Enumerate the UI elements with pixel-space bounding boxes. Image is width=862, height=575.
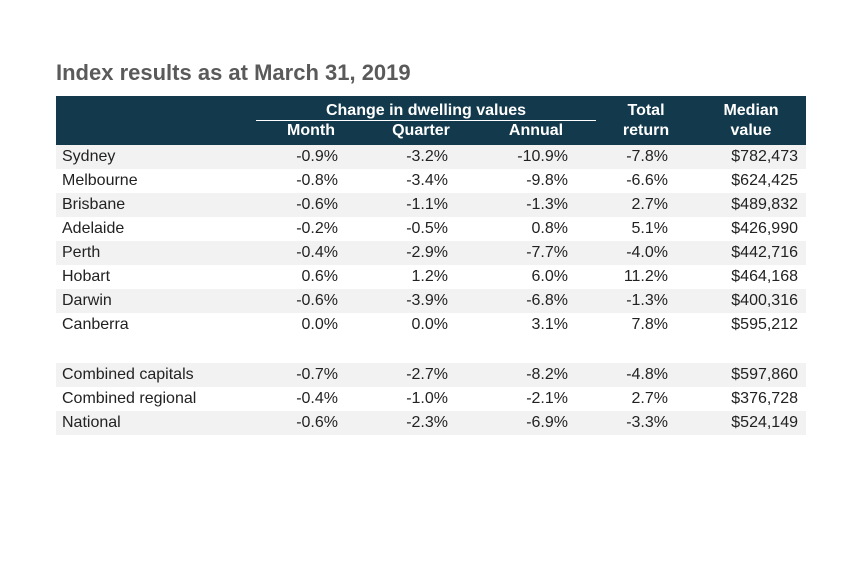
cell-label: Sydney bbox=[56, 145, 256, 169]
cell-quarter: -3.2% bbox=[366, 145, 476, 169]
cell-label: Adelaide bbox=[56, 217, 256, 241]
cell-quarter: -1.0% bbox=[366, 387, 476, 411]
cell-annual: 3.1% bbox=[476, 313, 596, 337]
cell-quarter: -3.9% bbox=[366, 289, 476, 313]
spacer-cell bbox=[56, 337, 806, 363]
cell-quarter: -1.1% bbox=[366, 193, 476, 217]
header-group-change: Change in dwelling values bbox=[256, 96, 596, 121]
cell-quarter: -2.7% bbox=[366, 363, 476, 387]
header-annual: Annual bbox=[476, 121, 596, 146]
cell-quarter: 0.0% bbox=[366, 313, 476, 337]
cell-total-return: -3.3% bbox=[596, 411, 696, 435]
cell-annual: -2.1% bbox=[476, 387, 596, 411]
cell-median: $376,728 bbox=[696, 387, 806, 411]
cell-total-return: 2.7% bbox=[596, 387, 696, 411]
cell-month: -0.6% bbox=[256, 289, 366, 313]
cell-label: Melbourne bbox=[56, 169, 256, 193]
cell-total-return: -6.6% bbox=[596, 169, 696, 193]
cell-label: Darwin bbox=[56, 289, 256, 313]
cell-total-return: 5.1% bbox=[596, 217, 696, 241]
cell-label: Combined regional bbox=[56, 387, 256, 411]
cell-median: $624,425 bbox=[696, 169, 806, 193]
cell-month: 0.6% bbox=[256, 265, 366, 289]
cell-month: -0.9% bbox=[256, 145, 366, 169]
table-row: Canberra0.0%0.0%3.1%7.8%$595,212 bbox=[56, 313, 806, 337]
table-header: Change in dwelling values Total Median M… bbox=[56, 96, 806, 145]
header-total-top: Total bbox=[596, 96, 696, 121]
cell-annual: -7.7% bbox=[476, 241, 596, 265]
cell-total-return: 2.7% bbox=[596, 193, 696, 217]
header-median-bottom: value bbox=[696, 121, 806, 146]
header-blank bbox=[56, 96, 256, 121]
cell-label: Canberra bbox=[56, 313, 256, 337]
cell-median: $524,149 bbox=[696, 411, 806, 435]
cell-month: 0.0% bbox=[256, 313, 366, 337]
cell-annual: -9.8% bbox=[476, 169, 596, 193]
table-row: Brisbane-0.6%-1.1%-1.3%2.7%$489,832 bbox=[56, 193, 806, 217]
table-row: Darwin-0.6%-3.9%-6.8%-1.3%$400,316 bbox=[56, 289, 806, 313]
table-container: Index results as at March 31, 2019 Chang… bbox=[0, 0, 862, 475]
spacer-row bbox=[56, 337, 806, 363]
cell-label: Brisbane bbox=[56, 193, 256, 217]
header-label bbox=[56, 121, 256, 146]
cell-month: -0.6% bbox=[256, 193, 366, 217]
page-title: Index results as at March 31, 2019 bbox=[56, 60, 806, 86]
cell-total-return: 11.2% bbox=[596, 265, 696, 289]
cell-quarter: -3.4% bbox=[366, 169, 476, 193]
table-row: Combined regional-0.4%-1.0%-2.1%2.7%$376… bbox=[56, 387, 806, 411]
header-total-bottom: return bbox=[596, 121, 696, 146]
cell-median: $400,316 bbox=[696, 289, 806, 313]
cell-median: $464,168 bbox=[696, 265, 806, 289]
cell-median: $489,832 bbox=[696, 193, 806, 217]
cell-label: National bbox=[56, 411, 256, 435]
header-month: Month bbox=[256, 121, 366, 146]
cell-median: $426,990 bbox=[696, 217, 806, 241]
cell-annual: -6.9% bbox=[476, 411, 596, 435]
table-row: National-0.6%-2.3%-6.9%-3.3%$524,149 bbox=[56, 411, 806, 435]
cell-total-return: 7.8% bbox=[596, 313, 696, 337]
table-row: Melbourne-0.8%-3.4%-9.8%-6.6%$624,425 bbox=[56, 169, 806, 193]
cell-median: $782,473 bbox=[696, 145, 806, 169]
cell-month: -0.6% bbox=[256, 411, 366, 435]
cell-median: $595,212 bbox=[696, 313, 806, 337]
cell-annual: -8.2% bbox=[476, 363, 596, 387]
cell-month: -0.7% bbox=[256, 363, 366, 387]
index-results-table: Change in dwelling values Total Median M… bbox=[56, 96, 806, 435]
table-row: Adelaide-0.2%-0.5%0.8%5.1%$426,990 bbox=[56, 217, 806, 241]
cell-month: -0.2% bbox=[256, 217, 366, 241]
cell-quarter: -2.3% bbox=[366, 411, 476, 435]
table-row: Sydney-0.9%-3.2%-10.9%-7.8%$782,473 bbox=[56, 145, 806, 169]
cell-quarter: -0.5% bbox=[366, 217, 476, 241]
cell-label: Combined capitals bbox=[56, 363, 256, 387]
table-row: Combined capitals-0.7%-2.7%-8.2%-4.8%$59… bbox=[56, 363, 806, 387]
cell-month: -0.4% bbox=[256, 241, 366, 265]
cell-annual: -6.8% bbox=[476, 289, 596, 313]
cell-month: -0.4% bbox=[256, 387, 366, 411]
cell-label: Hobart bbox=[56, 265, 256, 289]
cell-quarter: -2.9% bbox=[366, 241, 476, 265]
cell-annual: 0.8% bbox=[476, 217, 596, 241]
cell-month: -0.8% bbox=[256, 169, 366, 193]
cell-total-return: -4.0% bbox=[596, 241, 696, 265]
cell-quarter: 1.2% bbox=[366, 265, 476, 289]
header-median-top: Median bbox=[696, 96, 806, 121]
cell-total-return: -7.8% bbox=[596, 145, 696, 169]
cell-median: $442,716 bbox=[696, 241, 806, 265]
cell-total-return: -1.3% bbox=[596, 289, 696, 313]
table-row: Perth-0.4%-2.9%-7.7%-4.0%$442,716 bbox=[56, 241, 806, 265]
table-row: Hobart0.6%1.2%6.0%11.2%$464,168 bbox=[56, 265, 806, 289]
cell-annual: -10.9% bbox=[476, 145, 596, 169]
table-body: Sydney-0.9%-3.2%-10.9%-7.8%$782,473Melbo… bbox=[56, 145, 806, 435]
header-quarter: Quarter bbox=[366, 121, 476, 146]
cell-annual: -1.3% bbox=[476, 193, 596, 217]
cell-median: $597,860 bbox=[696, 363, 806, 387]
cell-label: Perth bbox=[56, 241, 256, 265]
cell-total-return: -4.8% bbox=[596, 363, 696, 387]
cell-annual: 6.0% bbox=[476, 265, 596, 289]
